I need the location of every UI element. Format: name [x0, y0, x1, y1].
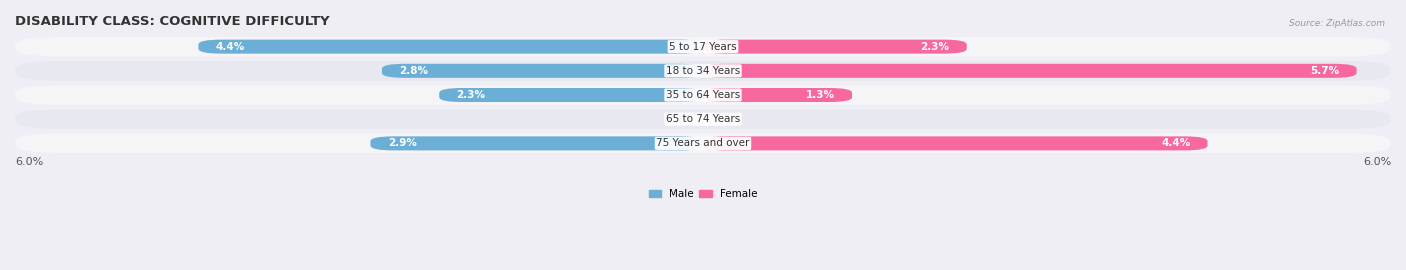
- Legend: Male, Female: Male, Female: [644, 185, 762, 203]
- FancyBboxPatch shape: [382, 64, 703, 78]
- FancyBboxPatch shape: [703, 88, 852, 102]
- Text: 18 to 34 Years: 18 to 34 Years: [666, 66, 740, 76]
- Text: 2.9%: 2.9%: [388, 139, 416, 148]
- FancyBboxPatch shape: [15, 61, 1391, 80]
- Text: 35 to 64 Years: 35 to 64 Years: [666, 90, 740, 100]
- FancyBboxPatch shape: [15, 85, 1391, 105]
- Text: 2.3%: 2.3%: [457, 90, 485, 100]
- Text: 6.0%: 6.0%: [15, 157, 44, 167]
- FancyBboxPatch shape: [439, 88, 703, 102]
- Text: 6.0%: 6.0%: [1362, 157, 1391, 167]
- FancyBboxPatch shape: [703, 40, 967, 54]
- Text: 0.0%: 0.0%: [714, 114, 741, 124]
- Text: 0.0%: 0.0%: [665, 114, 692, 124]
- FancyBboxPatch shape: [15, 37, 1391, 56]
- FancyBboxPatch shape: [370, 136, 703, 150]
- Text: 5.7%: 5.7%: [1310, 66, 1340, 76]
- Text: 75 Years and over: 75 Years and over: [657, 139, 749, 148]
- Text: 4.4%: 4.4%: [215, 42, 245, 52]
- FancyBboxPatch shape: [703, 64, 1357, 78]
- Text: DISABILITY CLASS: COGNITIVE DIFFICULTY: DISABILITY CLASS: COGNITIVE DIFFICULTY: [15, 15, 329, 28]
- FancyBboxPatch shape: [15, 110, 1391, 129]
- Text: 65 to 74 Years: 65 to 74 Years: [666, 114, 740, 124]
- FancyBboxPatch shape: [198, 40, 703, 54]
- Text: 2.8%: 2.8%: [399, 66, 429, 76]
- Text: 5 to 17 Years: 5 to 17 Years: [669, 42, 737, 52]
- Text: Source: ZipAtlas.com: Source: ZipAtlas.com: [1289, 19, 1385, 28]
- Text: 1.3%: 1.3%: [806, 90, 835, 100]
- Text: 4.4%: 4.4%: [1161, 139, 1191, 148]
- FancyBboxPatch shape: [15, 134, 1391, 153]
- FancyBboxPatch shape: [703, 136, 1208, 150]
- Text: 2.3%: 2.3%: [921, 42, 949, 52]
